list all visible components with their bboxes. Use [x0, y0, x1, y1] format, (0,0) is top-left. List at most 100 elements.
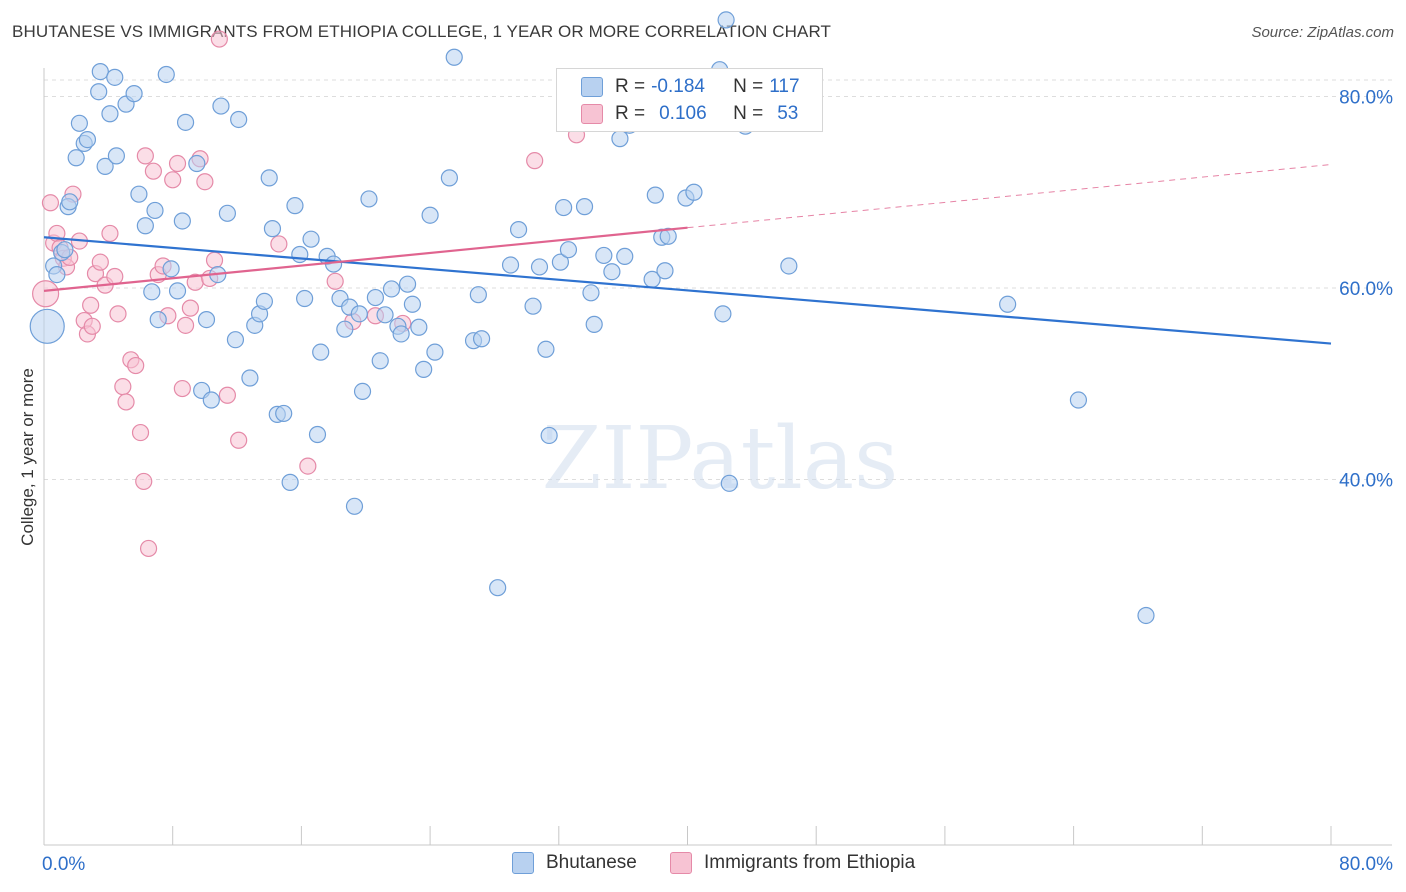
bhutanese-point [302, 230, 320, 248]
ethiopia-point [168, 154, 187, 173]
bhutanese-point [29, 308, 65, 344]
bhutanese-point [426, 343, 444, 361]
ethiopia-trendline [43, 226, 688, 292]
bhutanese-point [345, 497, 364, 515]
bhutanese-point [376, 306, 394, 324]
bhutanese-point [1069, 391, 1088, 409]
ethiopia-point [131, 423, 150, 442]
bhutanese-point [143, 283, 161, 301]
legend-r-label: R = [615, 76, 646, 97]
ethiopia-point [326, 272, 344, 290]
bhutanese-point [585, 315, 603, 333]
bhutanese-point [537, 340, 555, 358]
bhutanese-point [403, 295, 422, 313]
bhutanese-point [291, 245, 309, 264]
legend-n-label: N = [733, 76, 764, 97]
ethiopia-point [41, 194, 60, 212]
bhutanese-point [999, 295, 1017, 313]
legend-n-value: 53 [777, 103, 799, 124]
bhutanese-point [101, 105, 119, 123]
bhutanese-point [241, 369, 259, 387]
bhutanese-point [149, 310, 167, 329]
bhutanese-point [646, 186, 664, 204]
bhutanese-point [218, 204, 236, 222]
bhutanese-point [136, 217, 154, 235]
ethiopia-point [164, 171, 182, 189]
bhutanese-point [353, 382, 372, 401]
ethiopia-point [205, 251, 224, 269]
ethiopia-trendline-extension [687, 163, 1332, 229]
series-legend: Bhutanese Immigrants from Ethiopia [0, 852, 1406, 878]
ethiopia-swatch-icon [581, 104, 603, 124]
bhutanese-point [555, 198, 573, 217]
bhutanese-point [107, 147, 125, 165]
legend-n-label: N = [733, 103, 764, 124]
bhutanese-point [146, 201, 164, 220]
bhutanese-point [603, 263, 621, 281]
bhutanese-point [162, 260, 180, 278]
bhutanese-point [489, 579, 507, 597]
ethiopia-point [210, 30, 228, 48]
bhutanese-point [48, 265, 66, 284]
ethiopia-point [135, 472, 153, 491]
ethiopia-point [106, 267, 124, 286]
bhutanese-point [410, 318, 428, 336]
bhutanese-point [336, 320, 354, 338]
bhutanese-point [260, 169, 278, 187]
bhutanese-point [582, 284, 600, 302]
bhutanese-point [212, 97, 230, 115]
ethiopia-point [144, 162, 162, 180]
y-tick-label: 80.0% [1339, 88, 1393, 109]
bhutanese-point [173, 212, 191, 230]
bhutanese-point [125, 85, 143, 103]
bhutanese-point [1137, 606, 1155, 625]
bhutanese-point [659, 227, 677, 245]
source-label: Source: ZipAtlas.com [1251, 24, 1394, 41]
legend-row-bhutanese: R = -0.184 N = 117 [581, 74, 800, 100]
bhutanese-point [286, 197, 304, 215]
ethiopia-point [270, 235, 288, 253]
bhutanese-point [501, 256, 520, 274]
bhutanese-point [509, 220, 528, 239]
bhutanese-point [61, 193, 79, 211]
bhutanese-point [67, 149, 85, 167]
legend-item-label: Bhutanese [546, 852, 637, 873]
bhutanese-point [226, 331, 245, 349]
bhutanese-point [445, 48, 463, 66]
bhutanese-point [421, 206, 439, 224]
x-tick-label: 0.0% [42, 854, 85, 875]
x-tick-label: 80.0% [1339, 854, 1393, 875]
bhutanese-point [595, 246, 613, 265]
bhutanese-point [530, 258, 549, 276]
bhutanese-point [308, 425, 327, 444]
legend-n-value: 117 [769, 76, 800, 97]
bhutanese-point [559, 241, 578, 259]
legend-item-bhutanese[interactable]: Bhutanese [512, 852, 637, 874]
legend-item-label: Immigrants from Ethiopia [704, 852, 916, 873]
bhutanese-point [197, 310, 216, 329]
bhutanese-point [78, 130, 97, 149]
bhutanese-point [56, 241, 74, 259]
bhutanese-swatch-icon [512, 852, 534, 874]
bhutanese-point [130, 185, 148, 203]
ethiopia-point [299, 457, 317, 475]
ethiopia-point [230, 431, 248, 449]
ethiopia-point [32, 280, 60, 308]
bhutanese-point [524, 297, 542, 315]
legend-r-label: R = [615, 103, 646, 124]
bhutanese-point [616, 247, 634, 266]
bhutanese-point [415, 360, 433, 378]
bhutanese-point [296, 289, 314, 308]
legend-item-ethiopia[interactable]: Immigrants from Ethiopia [670, 852, 915, 874]
bhutanese-point [685, 183, 703, 201]
bhutanese-point [230, 110, 248, 129]
watermark: ZIPatlas [542, 409, 898, 509]
ethiopia-point [176, 316, 195, 334]
ethiopia-point [181, 299, 199, 317]
bhutanese-point [281, 473, 299, 491]
bhutanese-point [656, 262, 674, 280]
ethiopia-point [196, 173, 214, 191]
bhutanese-point [312, 343, 330, 361]
ethiopia-point [101, 224, 119, 243]
